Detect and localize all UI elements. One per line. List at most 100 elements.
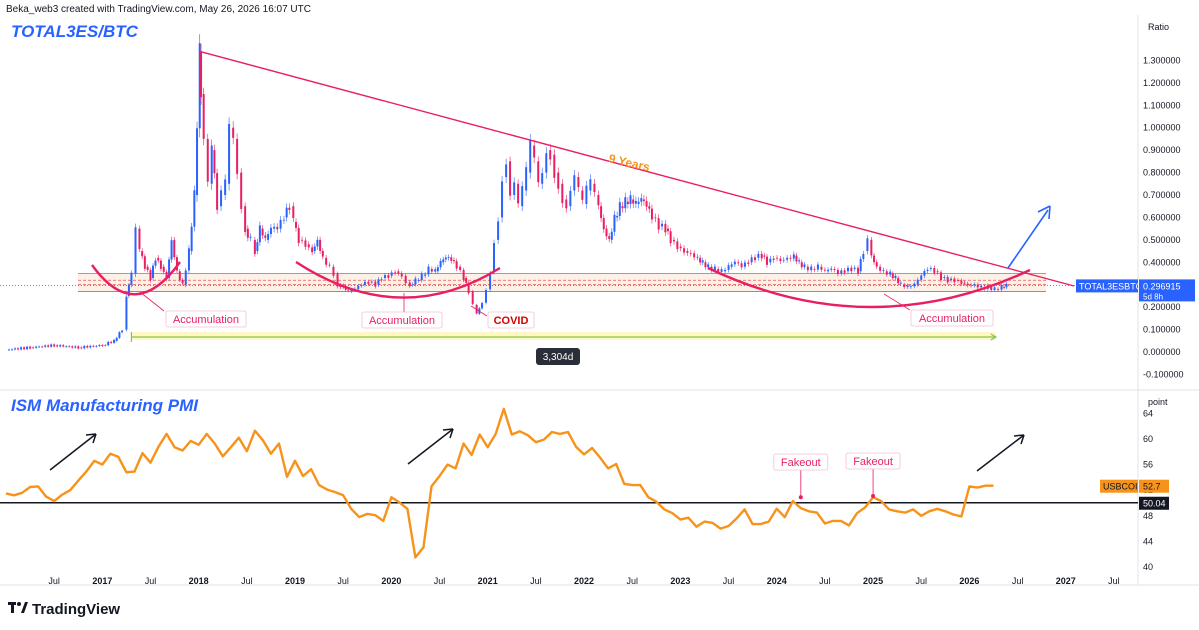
candle-body <box>939 272 942 281</box>
scale-mode-point[interactable]: point <box>1144 395 1172 409</box>
x-tick-label: 2022 <box>574 576 594 586</box>
pmi-line <box>5 407 994 559</box>
candle-body <box>35 346 38 348</box>
candle-body <box>820 266 823 270</box>
candle-body <box>943 277 946 278</box>
label-fakeout-1-box <box>773 453 829 471</box>
candle-body <box>115 337 118 341</box>
candle-body <box>127 284 130 296</box>
candle-body <box>561 183 564 204</box>
candle-body <box>86 345 89 348</box>
candle-body <box>297 227 300 244</box>
candle-body <box>193 190 196 227</box>
candle-body <box>178 271 181 280</box>
candle-body <box>374 281 377 287</box>
candle-body <box>442 259 445 263</box>
candle-body <box>833 269 836 270</box>
candle-body <box>83 345 86 349</box>
candle-body <box>104 345 107 347</box>
candle-body <box>107 341 110 346</box>
pmi-arrow-1-head <box>85 433 97 444</box>
candle-body <box>573 175 576 191</box>
label-fakeout-1: Fakeout <box>781 457 821 469</box>
candle-body <box>553 154 556 178</box>
candle-body <box>557 172 560 189</box>
pmi-label-value-box <box>1139 479 1169 493</box>
candle-body <box>89 345 92 348</box>
candle-body <box>98 345 101 346</box>
candle-body <box>65 346 68 348</box>
candle-body <box>713 266 716 271</box>
label-accumulation-2-box <box>361 311 443 329</box>
scale-mode-ratio[interactable]: Ratio <box>1144 20 1174 34</box>
candle-body <box>206 138 209 182</box>
candle-body <box>763 255 766 257</box>
candle-body <box>717 269 720 272</box>
candle-body <box>53 344 56 347</box>
candle-body <box>873 255 876 263</box>
candle-body <box>436 267 439 272</box>
price-label-value: 0.296915 <box>1143 281 1181 291</box>
candle-body <box>74 346 77 348</box>
y-tick-label: 0.200000 <box>1143 302 1181 312</box>
candle-body <box>175 257 178 271</box>
candle-body <box>990 286 993 290</box>
candle-body <box>906 285 909 288</box>
candle-body <box>629 195 632 205</box>
candle-body <box>232 127 235 138</box>
candle-body <box>198 43 201 129</box>
y-tick-label: 0.400000 <box>1143 257 1181 267</box>
pmi-arrow-3 <box>976 434 1025 472</box>
accumulation-arc-1 <box>91 261 181 296</box>
candle-body <box>597 194 600 206</box>
candle-body <box>840 270 843 274</box>
candle-body <box>525 167 528 191</box>
candle-body <box>693 253 696 258</box>
y-tick-label: 0.000000 <box>1143 347 1181 357</box>
candle-body <box>357 285 360 290</box>
candle-body <box>447 257 450 259</box>
candle-body <box>813 269 816 270</box>
y-tick-label: 0.900000 <box>1143 145 1181 155</box>
x-tick-label: Jul <box>723 576 735 586</box>
candle-body <box>276 226 279 230</box>
candle-body <box>997 289 1000 290</box>
price-label-symbol: TOTAL3ESBTC <box>1079 281 1143 291</box>
ref-label-box <box>1139 496 1169 510</box>
x-tick-label: 2017 <box>92 576 112 586</box>
candle-body <box>26 346 29 350</box>
candle-body <box>236 138 239 174</box>
candle-body <box>810 266 813 271</box>
candle-body <box>224 179 227 195</box>
candle-body <box>846 267 849 272</box>
candle-body <box>157 257 160 261</box>
x-tick-label: Jul <box>1108 576 1120 586</box>
candle-body <box>640 198 643 202</box>
candle-body <box>657 218 660 230</box>
candle-body <box>258 225 261 243</box>
candle-body <box>471 291 474 304</box>
candle-body <box>62 345 65 347</box>
candle-body <box>279 219 282 229</box>
candle-body <box>173 239 176 258</box>
pmi-label-value: 52.7 <box>1143 482 1161 492</box>
candle-body <box>394 272 397 274</box>
candle-body <box>187 248 190 271</box>
y-tick-label: 0.100000 <box>1143 325 1181 335</box>
candle-body <box>292 206 295 219</box>
pmi-label-symbol-box <box>1100 479 1138 493</box>
candle-body <box>581 190 584 200</box>
range-label-box <box>536 348 580 365</box>
candle-body <box>859 259 862 272</box>
candle-body <box>427 266 430 275</box>
candle-body <box>816 264 819 270</box>
candle-body <box>411 284 414 286</box>
candle-body <box>970 284 973 286</box>
candle-body <box>699 257 702 263</box>
candle-body <box>760 253 763 259</box>
candle-body <box>593 183 596 193</box>
candle-body <box>249 236 252 238</box>
x-tick-label: Jul <box>145 576 157 586</box>
candle-body <box>261 228 264 236</box>
